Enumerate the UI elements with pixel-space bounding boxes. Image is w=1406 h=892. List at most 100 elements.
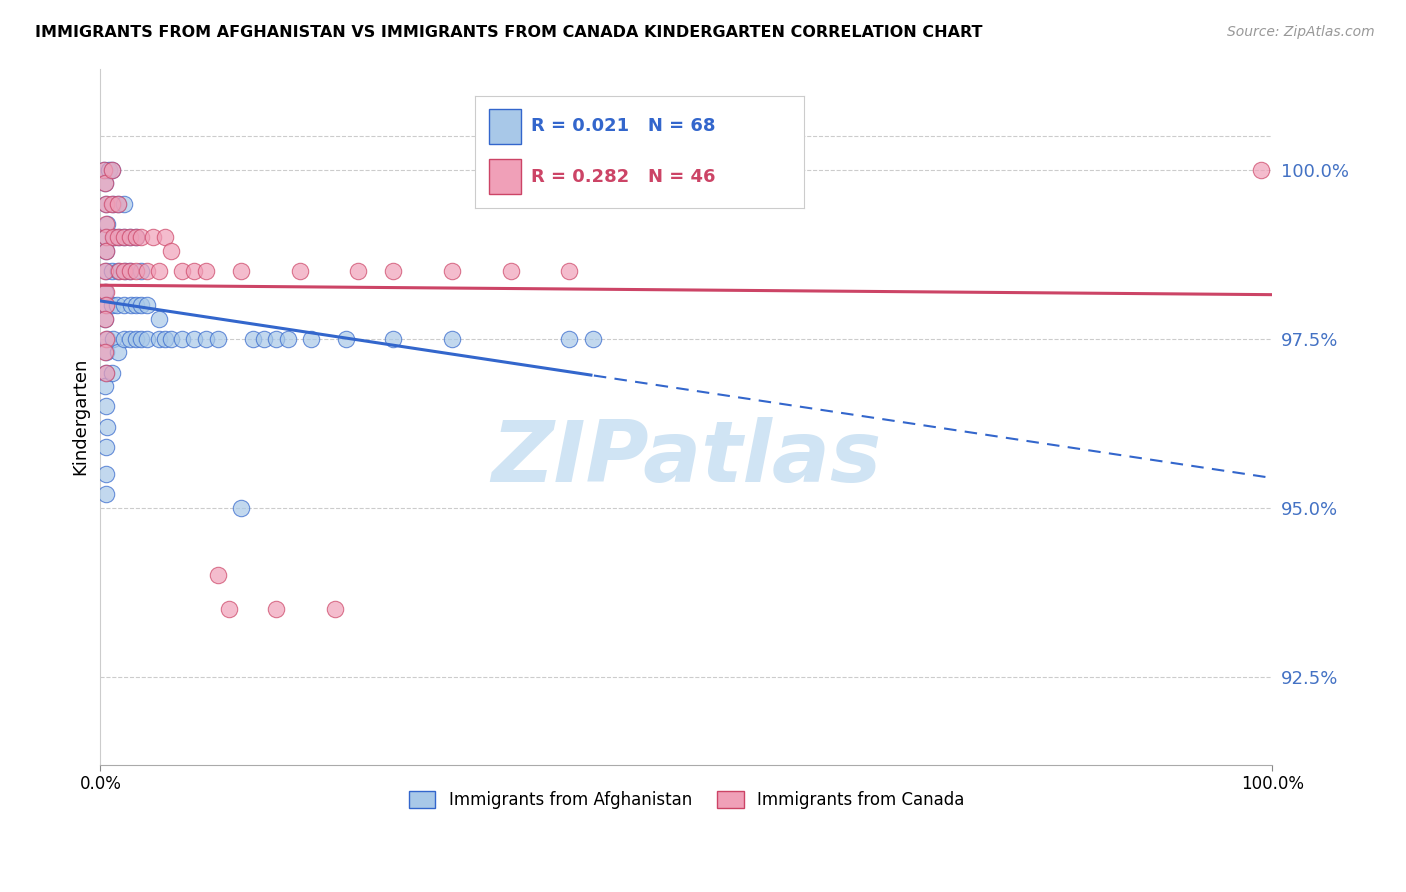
Point (93, 162, 115, 177)
Point (107, 230, 129, 244)
Point (136, 298, 159, 312)
Point (264, 602, 287, 616)
Point (172, 332, 194, 346)
Legend: Immigrants from Afghanistan, Immigrants from Canada: Immigrants from Afghanistan, Immigrants … (402, 784, 972, 815)
Point (159, 244, 181, 258)
Point (136, 264, 159, 278)
Point (264, 332, 287, 346)
Point (93, 162, 115, 177)
Point (96, 230, 118, 244)
Point (96, 332, 118, 346)
Y-axis label: Kindergarten: Kindergarten (72, 358, 89, 475)
Point (131, 230, 153, 244)
Point (96, 244, 118, 258)
Point (558, 264, 581, 278)
Point (131, 332, 153, 346)
Point (96, 345, 118, 359)
Point (440, 264, 463, 278)
Point (107, 345, 129, 359)
Point (207, 568, 229, 582)
Point (96, 217, 118, 231)
Point (347, 264, 370, 278)
Point (101, 264, 124, 278)
Text: Source: ZipAtlas.com: Source: ZipAtlas.com (1227, 25, 1375, 39)
Text: IMMIGRANTS FROM AFGHANISTAN VS IMMIGRANTS FROM CANADA KINDERGARTEN CORRELATION C: IMMIGRANTS FROM AFGHANISTAN VS IMMIGRANT… (35, 25, 983, 40)
Point (96, 196, 118, 211)
Point (242, 332, 264, 346)
Point (277, 332, 299, 346)
Point (183, 332, 205, 346)
Point (253, 332, 276, 346)
Point (1250, 162, 1272, 177)
Point (97, 162, 120, 177)
Point (101, 196, 124, 211)
Point (112, 196, 135, 211)
Point (131, 298, 153, 312)
Point (183, 264, 205, 278)
Point (112, 230, 135, 244)
Point (118, 230, 141, 244)
Point (96, 440, 118, 454)
Point (96, 264, 118, 278)
Point (112, 230, 135, 244)
Point (148, 264, 170, 278)
Point (153, 332, 176, 346)
Point (96, 400, 118, 414)
Point (148, 311, 170, 326)
Point (96, 298, 118, 312)
Point (382, 332, 405, 346)
Point (94, 345, 117, 359)
Point (96, 244, 118, 258)
Point (101, 298, 124, 312)
Point (101, 366, 124, 380)
Point (96, 487, 118, 501)
Point (101, 162, 124, 177)
Point (96, 467, 118, 481)
Point (101, 162, 124, 177)
Point (124, 332, 146, 346)
Point (94, 285, 117, 299)
Point (124, 230, 146, 244)
Point (96, 332, 118, 346)
Point (148, 332, 170, 346)
Point (103, 196, 125, 211)
Point (194, 264, 217, 278)
Point (105, 298, 128, 312)
Point (94, 177, 117, 191)
Point (194, 332, 217, 346)
Point (112, 298, 135, 312)
Point (94, 311, 117, 326)
Point (229, 264, 252, 278)
Point (118, 332, 141, 346)
Point (131, 264, 153, 278)
Point (136, 332, 159, 346)
Point (124, 298, 146, 312)
Point (207, 332, 229, 346)
Point (96, 366, 118, 380)
Point (582, 332, 605, 346)
Point (107, 196, 129, 211)
Point (96, 230, 118, 244)
Point (382, 264, 405, 278)
Point (558, 332, 581, 346)
Point (96, 419, 118, 434)
Point (96, 217, 118, 231)
Point (103, 332, 125, 346)
Point (142, 230, 165, 244)
Point (118, 264, 141, 278)
Point (299, 332, 322, 346)
Point (108, 230, 131, 244)
Point (114, 264, 136, 278)
Point (124, 264, 146, 278)
Point (96, 196, 118, 211)
Point (124, 230, 146, 244)
Point (229, 500, 252, 515)
Point (118, 264, 141, 278)
Point (94, 379, 117, 393)
Point (96, 366, 118, 380)
Point (153, 230, 176, 244)
Point (218, 602, 240, 616)
Point (159, 332, 181, 346)
Point (440, 332, 463, 346)
Point (108, 264, 131, 278)
